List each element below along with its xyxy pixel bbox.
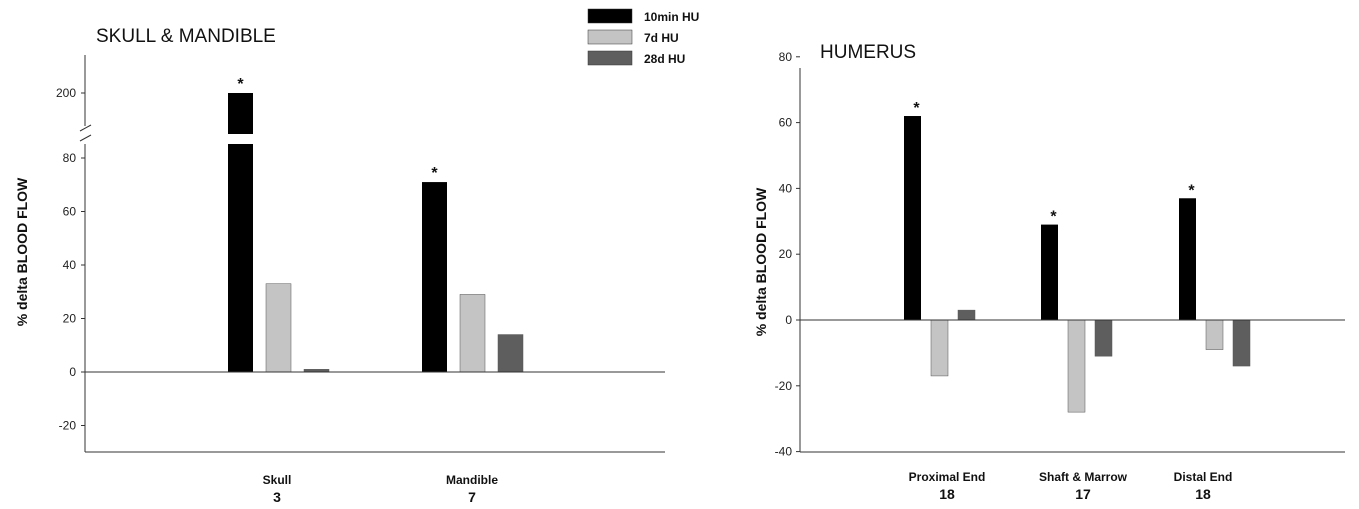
legend-swatch [588,51,632,65]
significance-mark: * [1050,209,1057,226]
y-tick-label: 20 [779,247,793,261]
axis-break-icon [80,125,92,144]
category-n: 18 [939,486,955,502]
category-labels: Proximal End 18 Shaft & Marrow 17 Distal End… [909,470,1233,502]
category-label: Shaft & Marrow [1039,470,1128,484]
legend-swatch [588,30,632,44]
category-n: 18 [1195,486,1211,502]
bar [1206,320,1223,350]
chart-title: HUMERUS [820,42,916,63]
legend-label: 7d HU [644,31,679,45]
significance-mark: * [913,100,920,117]
bar [460,294,485,372]
bar [1041,225,1058,320]
bars: ** [226,76,523,372]
significance-mark: * [431,165,438,182]
bar [931,320,948,376]
y-tick-label: 40 [63,258,77,272]
y-tick-label: 40 [779,181,793,195]
y-tick-label: 0 [785,313,792,327]
bar [904,116,921,320]
y-tick-label: -20 [59,419,77,433]
legend-swatch [588,9,632,23]
bar-break-gap [226,134,255,144]
bar [498,335,523,372]
category-labels: Skull 3 Mandible 7 [263,473,499,505]
legend-label: 28d HU [644,52,685,66]
legend: 10min HU 7d HU 28d HU [588,9,699,66]
chart-title: SKULL & MANDIBLE [96,26,276,47]
bar [958,310,975,320]
y-tick-label: -40 [775,445,793,459]
bars: * * * [904,100,1250,412]
bar [1095,320,1112,356]
y-tick-label: -20 [775,379,793,393]
category-label: Proximal End [909,470,986,484]
bar [1233,320,1250,366]
category-label: Mandible [446,473,498,487]
y-tick-label: 60 [779,116,793,130]
chart-skull-mandible: SKULL & MANDIBLE % delta BLOOD FLOW -20 0… [14,26,665,505]
bar [422,182,447,372]
significance-mark: * [237,76,244,93]
y-tick-label: 60 [63,205,77,219]
chart-humerus: HUMERUS % delta BLOOD FLOW -40 -20 0 20 40 60… [753,42,1345,502]
category-label: Skull [263,473,292,487]
bar [266,284,291,372]
y-axis-label: % delta BLOOD FLOW [753,187,769,336]
bar [1068,320,1085,412]
y-ticks: -40 -20 0 20 40 60 80 [775,50,800,459]
bar [1179,198,1196,320]
significance-mark: * [1188,182,1195,199]
category-n: 3 [273,489,281,505]
y-axis-label: % delta BLOOD FLOW [14,177,30,326]
y-tick-label: 200 [56,86,76,100]
y-tick-label: 80 [779,50,793,64]
legend-label: 10min HU [644,10,699,24]
category-n: 7 [468,489,476,505]
y-tick-label: 0 [69,365,76,379]
category-n: 17 [1075,486,1091,502]
category-label: Distal End [1174,470,1233,484]
y-tick-label: 20 [63,312,77,326]
y-tick-label: 80 [63,151,77,165]
